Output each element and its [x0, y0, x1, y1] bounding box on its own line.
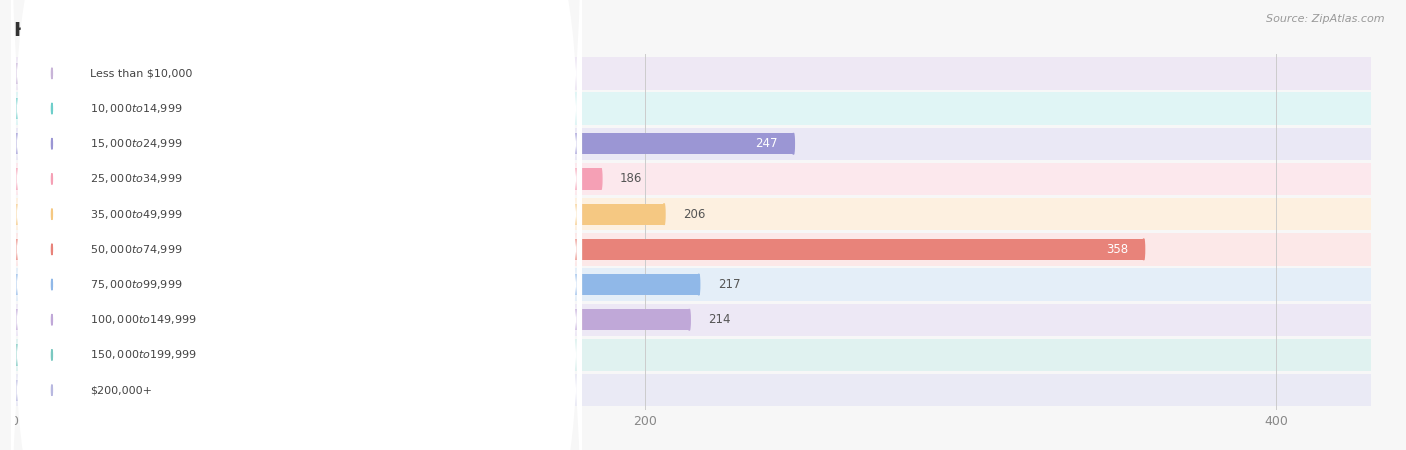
Text: 139: 139 [471, 102, 494, 115]
Circle shape [664, 203, 665, 225]
Text: Source: ZipAtlas.com: Source: ZipAtlas.com [1267, 14, 1385, 23]
FancyBboxPatch shape [11, 0, 582, 346]
Text: Household Income Brackets in Central City: Household Income Brackets in Central Cit… [14, 21, 484, 40]
Text: 358: 358 [1105, 243, 1128, 256]
Circle shape [13, 98, 15, 119]
Text: 99: 99 [346, 384, 360, 396]
Circle shape [1143, 239, 1144, 260]
Text: 60: 60 [222, 67, 238, 80]
Bar [14, 239, 1143, 260]
FancyBboxPatch shape [11, 0, 582, 311]
Circle shape [13, 203, 15, 225]
Text: 247: 247 [755, 137, 778, 150]
Circle shape [13, 309, 15, 330]
FancyBboxPatch shape [11, 47, 582, 450]
FancyBboxPatch shape [11, 11, 582, 450]
Circle shape [697, 274, 700, 295]
FancyBboxPatch shape [11, 0, 582, 382]
Bar [14, 309, 689, 330]
Text: 214: 214 [709, 313, 731, 326]
Circle shape [600, 168, 602, 189]
Text: $15,000 to $24,999: $15,000 to $24,999 [90, 137, 183, 150]
Bar [14, 233, 1371, 266]
Text: $35,000 to $49,999: $35,000 to $49,999 [90, 207, 183, 220]
Bar [14, 380, 326, 400]
Circle shape [13, 274, 15, 295]
Circle shape [202, 63, 204, 84]
Bar [14, 339, 1371, 371]
Circle shape [335, 344, 337, 365]
Circle shape [13, 168, 15, 189]
FancyBboxPatch shape [11, 152, 582, 450]
Circle shape [689, 309, 690, 330]
Bar [14, 98, 453, 119]
Bar [14, 57, 1371, 90]
Text: 217: 217 [717, 278, 740, 291]
Circle shape [13, 133, 15, 154]
Text: 102: 102 [354, 348, 377, 361]
FancyBboxPatch shape [11, 0, 582, 450]
Bar [14, 92, 1371, 125]
Text: $10,000 to $14,999: $10,000 to $14,999 [90, 102, 183, 115]
Circle shape [13, 344, 15, 365]
Bar [14, 163, 1371, 195]
FancyBboxPatch shape [11, 117, 582, 450]
Text: $100,000 to $149,999: $100,000 to $149,999 [90, 313, 197, 326]
Bar [14, 374, 1371, 406]
Circle shape [793, 133, 794, 154]
Bar [14, 274, 699, 295]
Circle shape [13, 380, 15, 400]
Text: $200,000+: $200,000+ [90, 385, 152, 395]
Bar [14, 198, 1371, 230]
Bar [14, 63, 204, 84]
Bar [14, 133, 793, 154]
Bar [14, 168, 600, 189]
FancyBboxPatch shape [11, 0, 582, 417]
Circle shape [13, 239, 15, 260]
Bar [14, 344, 336, 365]
Text: 186: 186 [620, 172, 643, 185]
Text: $150,000 to $199,999: $150,000 to $199,999 [90, 348, 197, 361]
FancyBboxPatch shape [11, 82, 582, 450]
Bar [14, 127, 1371, 160]
Text: $50,000 to $74,999: $50,000 to $74,999 [90, 243, 183, 256]
Circle shape [326, 380, 328, 400]
Circle shape [451, 98, 454, 119]
Text: 206: 206 [683, 207, 706, 220]
Bar [14, 268, 1371, 301]
Text: $75,000 to $99,999: $75,000 to $99,999 [90, 278, 183, 291]
Text: Less than $10,000: Less than $10,000 [90, 68, 193, 78]
Circle shape [13, 63, 15, 84]
Bar [14, 304, 1371, 336]
Text: $25,000 to $34,999: $25,000 to $34,999 [90, 172, 183, 185]
Bar [14, 203, 664, 225]
